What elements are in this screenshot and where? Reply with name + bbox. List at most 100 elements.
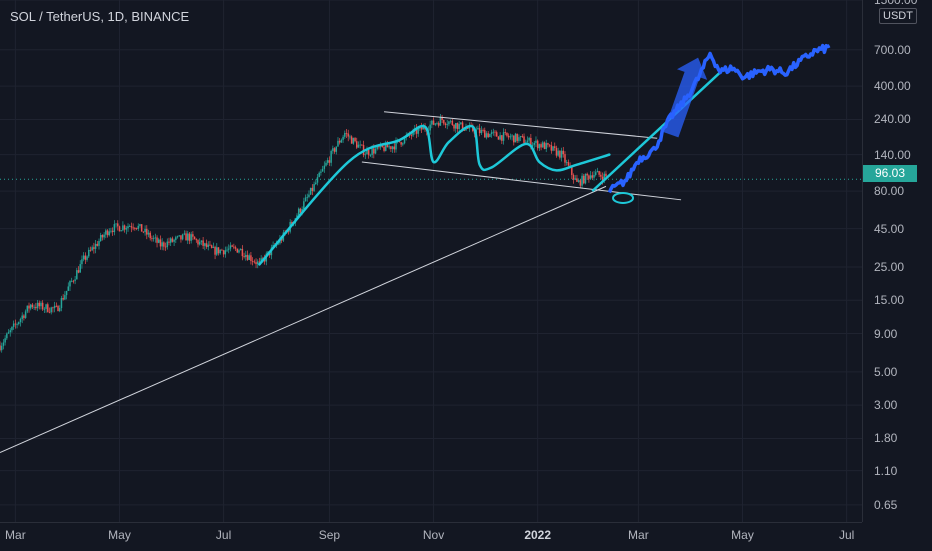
candle-body xyxy=(581,175,583,186)
candle-body xyxy=(64,295,66,300)
candle-body xyxy=(487,133,489,138)
candle-body xyxy=(28,305,30,309)
rising-trendline xyxy=(591,68,725,193)
candle-body xyxy=(171,238,174,242)
price-tick-label: 1.10 xyxy=(874,463,898,478)
candle-body xyxy=(246,254,249,260)
candle-body xyxy=(198,241,201,245)
candle-body xyxy=(547,143,549,145)
candle-body xyxy=(540,144,542,148)
price-tick-label: 140.00 xyxy=(874,147,911,162)
candle-body xyxy=(593,174,595,178)
candle-body xyxy=(65,290,68,296)
candle-body xyxy=(325,162,327,166)
candle-body xyxy=(169,238,172,243)
candle-body xyxy=(98,241,100,246)
candle-body xyxy=(178,235,180,237)
candle-body xyxy=(72,280,75,282)
candle-body xyxy=(55,305,58,307)
candle-body xyxy=(216,247,218,255)
candle-body xyxy=(130,226,133,228)
candle-body xyxy=(514,133,517,143)
candle-body xyxy=(369,155,372,156)
candle-body xyxy=(402,143,404,145)
candle-body xyxy=(311,187,314,191)
time-axis[interactable] xyxy=(0,522,862,551)
candle-body xyxy=(320,171,322,173)
candle-body xyxy=(538,144,541,149)
candle-body xyxy=(337,140,339,147)
candle-body xyxy=(518,137,520,141)
candle-body xyxy=(323,165,326,169)
candle-body xyxy=(48,311,51,313)
candle-body xyxy=(157,239,160,243)
candle-body xyxy=(431,120,433,125)
candle-body xyxy=(176,236,179,238)
candle-body xyxy=(562,150,565,155)
channel-upper-line xyxy=(384,111,658,139)
candle-body xyxy=(391,146,394,150)
candle-body xyxy=(31,304,34,308)
candle-body xyxy=(256,261,259,265)
candle-body xyxy=(19,318,22,323)
candle-body xyxy=(490,132,493,135)
candle-body xyxy=(552,146,554,151)
candle-body xyxy=(11,326,13,331)
candle-body xyxy=(82,255,85,260)
candle-body xyxy=(243,256,245,258)
candle-body xyxy=(96,243,99,246)
candle-body xyxy=(193,236,196,240)
price-tick-label: 15.00 xyxy=(874,293,905,308)
candle-body xyxy=(152,238,155,239)
candle-body xyxy=(29,304,32,309)
candle-body xyxy=(108,231,110,236)
candle-body xyxy=(202,240,204,246)
candle-body xyxy=(364,154,367,156)
candle-body xyxy=(40,302,42,307)
candle-body xyxy=(233,246,235,248)
candle-body xyxy=(236,248,239,253)
candle-body xyxy=(444,123,447,126)
candle-body xyxy=(446,124,448,126)
candle-body xyxy=(277,243,279,245)
unit-badge[interactable]: USDT xyxy=(879,8,917,24)
candle-body xyxy=(429,124,431,131)
candle-body xyxy=(521,136,524,137)
candle-body xyxy=(205,243,208,247)
candle-body xyxy=(23,315,25,318)
candle-body xyxy=(567,162,570,166)
candle-body xyxy=(222,250,225,255)
price-tick-label: 1500.00 xyxy=(874,0,918,7)
candle-body xyxy=(227,248,230,250)
candle-body xyxy=(52,307,54,309)
candle-body xyxy=(224,250,227,255)
candle-body xyxy=(482,129,484,131)
candle-body xyxy=(151,238,153,239)
candle-body xyxy=(535,140,537,143)
candle-body xyxy=(492,131,495,133)
candle-body xyxy=(163,242,165,247)
candle-body xyxy=(2,342,5,346)
candle-body xyxy=(386,143,389,148)
candle-body xyxy=(180,235,182,240)
candle-body xyxy=(175,237,177,240)
candle-body xyxy=(86,256,88,260)
candle-body xyxy=(103,234,105,238)
candle-body xyxy=(400,142,402,145)
candle-body xyxy=(354,138,356,142)
candle-body xyxy=(333,148,336,152)
candle-body xyxy=(366,150,368,155)
candle-body xyxy=(248,255,250,260)
candle-body xyxy=(497,136,500,140)
price-axis[interactable] xyxy=(862,0,932,522)
candle-body xyxy=(142,231,145,233)
candle-body xyxy=(596,171,599,173)
candle-body xyxy=(127,226,129,229)
candle-body xyxy=(460,122,462,125)
candle-body xyxy=(550,145,553,151)
time-tick-label: Jul xyxy=(838,528,855,542)
candle-body xyxy=(253,261,256,263)
candle-body xyxy=(583,175,585,184)
candle-body xyxy=(144,228,146,233)
